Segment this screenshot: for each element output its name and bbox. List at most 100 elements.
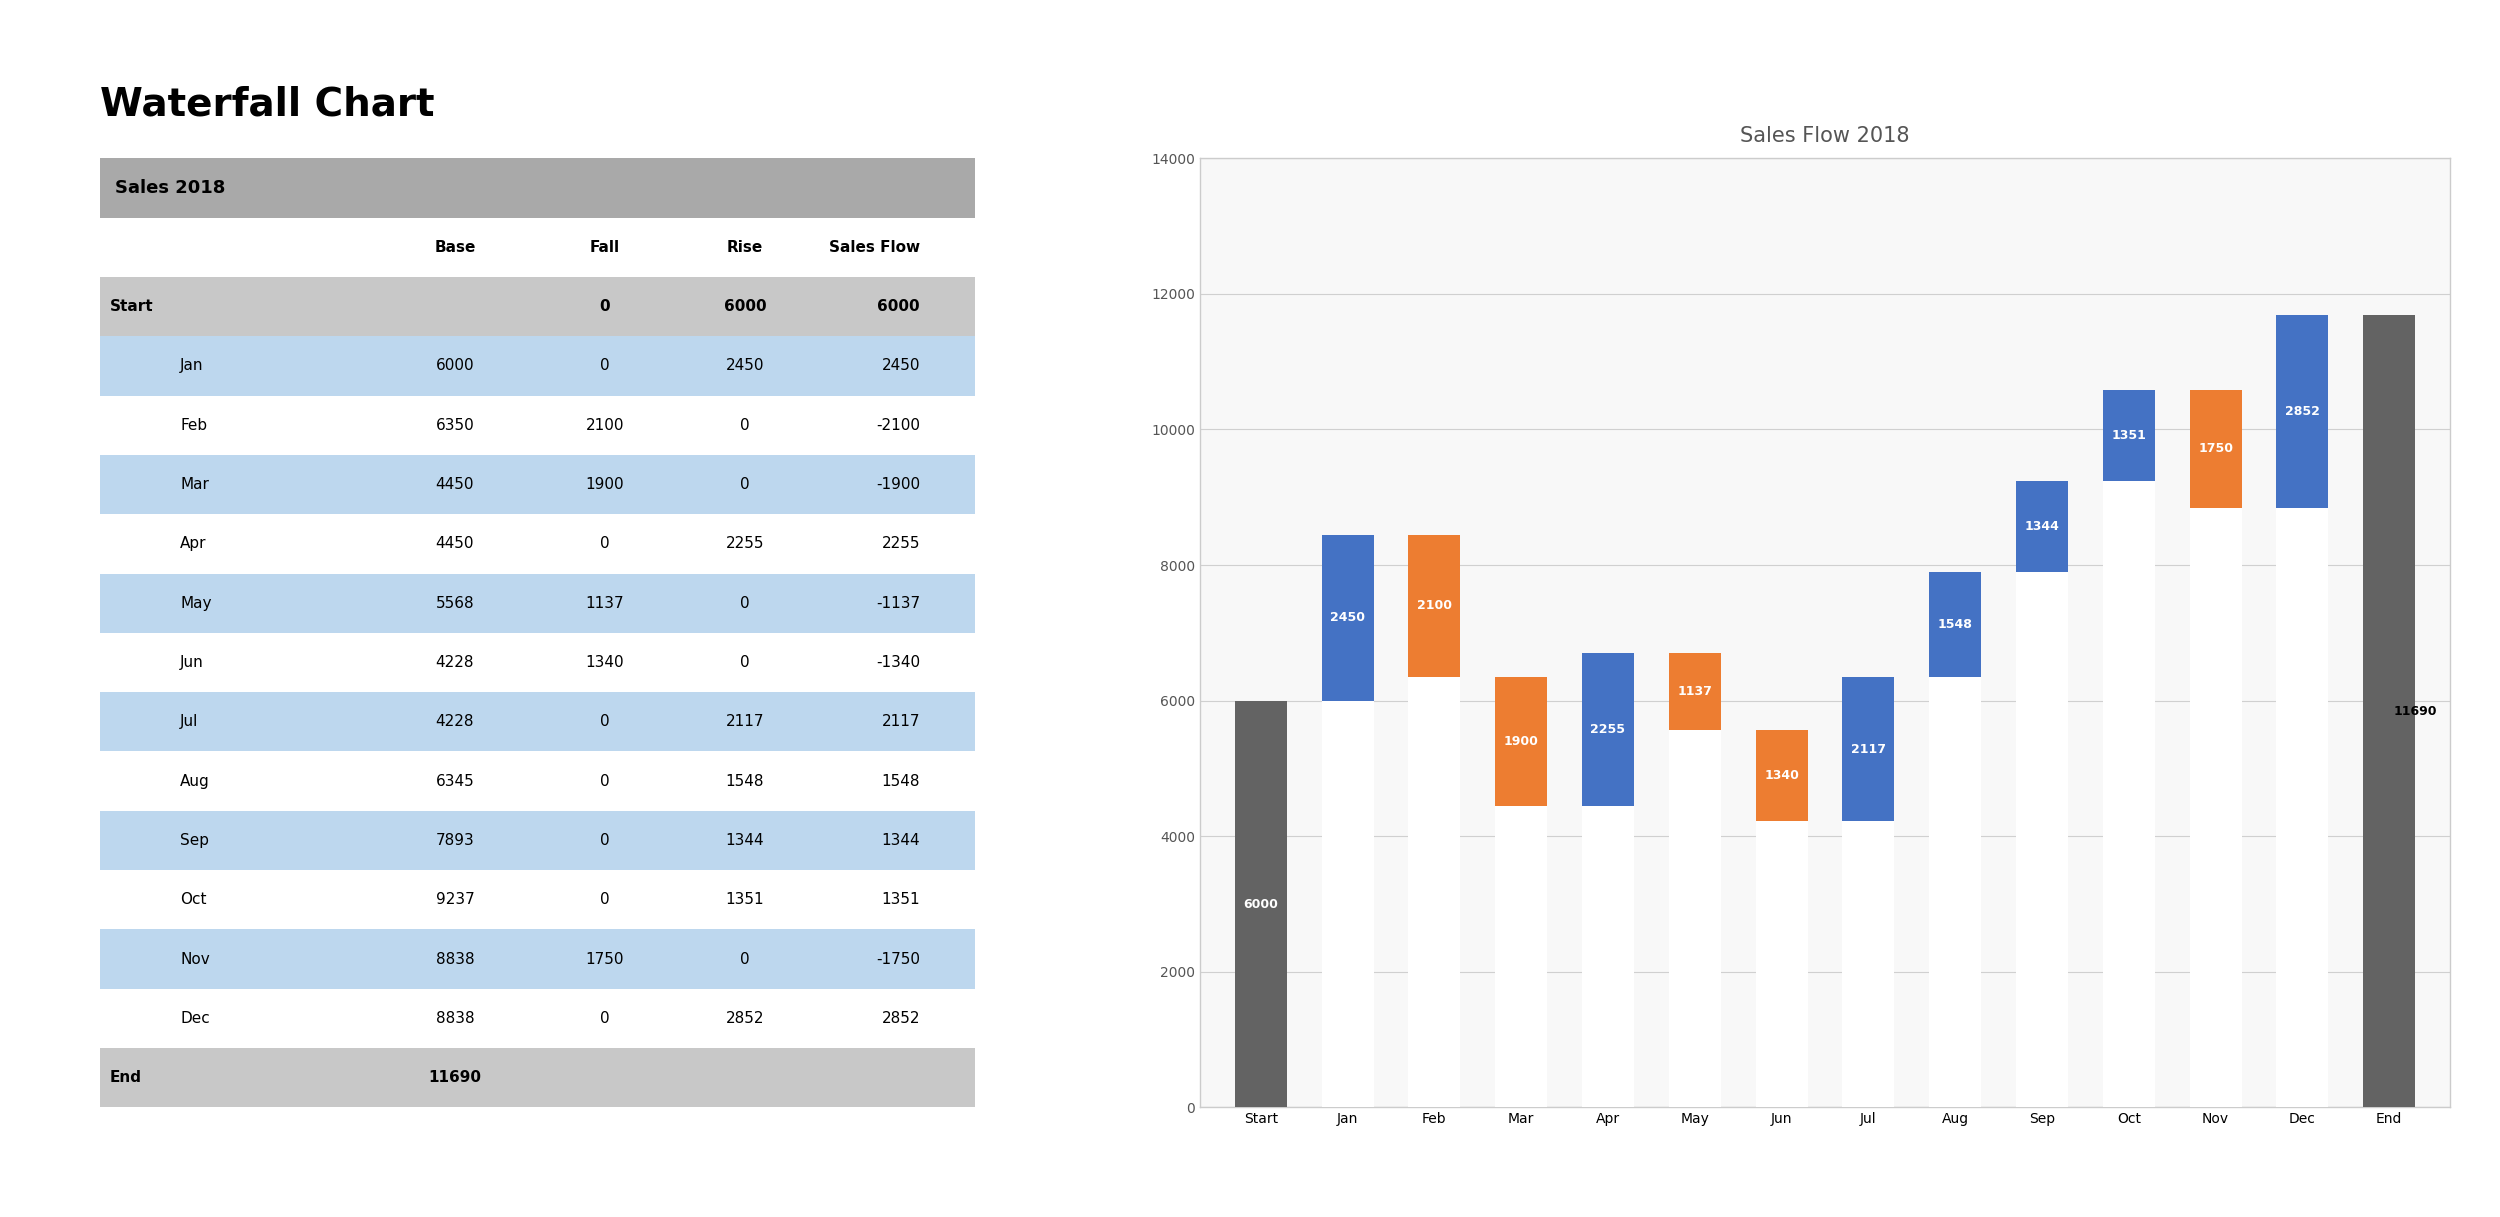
Text: Jul: Jul (180, 714, 198, 729)
Text: Rise: Rise (728, 240, 762, 254)
Text: 11690: 11690 (2392, 705, 2438, 718)
Text: 1340: 1340 (1765, 769, 1800, 781)
Bar (1322, 534, 1372, 701)
Text: 2117: 2117 (1850, 742, 1885, 756)
Text: 2100: 2100 (585, 417, 625, 433)
Text: 9237: 9237 (435, 892, 475, 908)
Text: 1750: 1750 (2198, 443, 2232, 455)
FancyBboxPatch shape (100, 930, 975, 988)
Bar (2102, 389, 2155, 481)
Title: Sales Flow 2018: Sales Flow 2018 (1740, 125, 1910, 146)
Bar (2102, 481, 2155, 1107)
Text: Jan: Jan (180, 358, 203, 374)
Bar (2015, 481, 2068, 572)
Text: -2100: -2100 (875, 417, 920, 433)
Text: 2450: 2450 (1330, 611, 1365, 624)
Text: 1340: 1340 (585, 655, 625, 671)
Bar (1842, 820, 1895, 1107)
Text: 11690: 11690 (428, 1070, 483, 1086)
Bar (2278, 509, 2328, 1107)
Text: 1137: 1137 (585, 595, 625, 611)
Bar (2015, 572, 2068, 1107)
Text: 0: 0 (600, 714, 610, 729)
Text: -1340: -1340 (875, 655, 920, 671)
Text: -1137: -1137 (875, 595, 920, 611)
FancyBboxPatch shape (100, 692, 975, 752)
Text: 2450: 2450 (725, 358, 765, 374)
Text: Aug: Aug (180, 774, 210, 789)
Text: 1351: 1351 (725, 892, 765, 908)
Text: 1548: 1548 (725, 774, 765, 789)
FancyBboxPatch shape (100, 158, 975, 218)
Text: 0: 0 (600, 1011, 610, 1026)
Text: 6000: 6000 (878, 299, 920, 314)
Text: Waterfall Chart: Waterfall Chart (100, 85, 435, 123)
Bar (1495, 806, 1548, 1107)
FancyBboxPatch shape (100, 633, 975, 692)
Text: 5568: 5568 (435, 595, 475, 611)
Text: 2852: 2852 (2285, 405, 2320, 417)
Bar (1930, 677, 1982, 1107)
FancyBboxPatch shape (100, 870, 975, 930)
Text: 2255: 2255 (1590, 723, 1625, 736)
Text: 6345: 6345 (435, 774, 475, 789)
Bar (1235, 701, 1288, 1107)
Text: 1351: 1351 (2112, 428, 2148, 442)
Text: 8838: 8838 (435, 1011, 475, 1026)
Text: 8838: 8838 (435, 952, 475, 966)
Text: Sales Flow: Sales Flow (830, 240, 920, 254)
Text: 2852: 2852 (882, 1011, 920, 1026)
Text: 2255: 2255 (725, 537, 765, 551)
Text: 1548: 1548 (882, 774, 920, 789)
Bar (1495, 677, 1548, 806)
Text: 1900: 1900 (1502, 735, 1538, 747)
Text: 2117: 2117 (882, 714, 920, 729)
FancyBboxPatch shape (100, 218, 975, 277)
Text: 6000: 6000 (435, 358, 475, 374)
FancyBboxPatch shape (100, 396, 975, 455)
Text: 1750: 1750 (585, 952, 625, 966)
Bar (2190, 509, 2242, 1107)
FancyBboxPatch shape (100, 514, 975, 573)
Text: 0: 0 (740, 417, 750, 433)
Text: 2852: 2852 (725, 1011, 765, 1026)
Text: Jun: Jun (180, 655, 205, 671)
FancyBboxPatch shape (100, 336, 975, 396)
Text: 1344: 1344 (2025, 520, 2060, 533)
FancyBboxPatch shape (100, 811, 975, 870)
Bar (1755, 730, 1808, 820)
Text: -1750: -1750 (875, 952, 920, 966)
FancyBboxPatch shape (100, 1048, 975, 1107)
Bar (1755, 820, 1808, 1107)
Text: 0: 0 (600, 832, 610, 848)
Text: 4450: 4450 (435, 537, 475, 551)
Text: Nov: Nov (180, 952, 210, 966)
FancyBboxPatch shape (100, 573, 975, 633)
Text: 0: 0 (740, 655, 750, 671)
Text: 4228: 4228 (435, 655, 475, 671)
Text: 0: 0 (740, 952, 750, 966)
Text: 1548: 1548 (1938, 618, 1972, 632)
Bar (1407, 677, 1460, 1107)
Bar (1930, 572, 1982, 677)
Bar (1407, 534, 1460, 677)
Text: 4228: 4228 (435, 714, 475, 729)
Text: 4450: 4450 (435, 477, 475, 492)
Text: 2117: 2117 (725, 714, 765, 729)
Text: Dec: Dec (180, 1011, 210, 1026)
Text: Feb: Feb (180, 417, 208, 433)
Bar (1322, 701, 1372, 1107)
FancyBboxPatch shape (100, 455, 975, 514)
Text: -1900: -1900 (875, 477, 920, 492)
Text: 2255: 2255 (882, 537, 920, 551)
Text: 2100: 2100 (1417, 599, 1452, 612)
Text: End: End (110, 1070, 142, 1086)
Text: 1344: 1344 (882, 832, 920, 848)
FancyBboxPatch shape (100, 988, 975, 1048)
Text: 1344: 1344 (725, 832, 765, 848)
Bar (1582, 806, 1635, 1107)
Text: 6000: 6000 (722, 299, 768, 314)
Text: 1351: 1351 (882, 892, 920, 908)
Text: 0: 0 (600, 299, 610, 314)
Text: 0: 0 (600, 774, 610, 789)
